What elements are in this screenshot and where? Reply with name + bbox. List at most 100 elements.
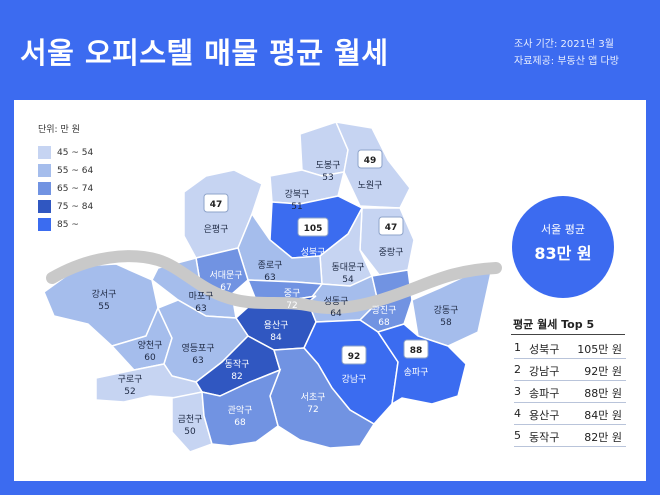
district-name-label: 중랑구 <box>379 246 404 258</box>
top5-district: 강남구 <box>529 365 560 378</box>
label-songpa: 송파구 <box>404 367 429 378</box>
callout-value: 49 <box>364 156 377 166</box>
unit-label: 단위: 만 원 <box>38 125 80 135</box>
district-name-label: 서초구 <box>301 392 326 403</box>
data-source: 자료제공: 부동산 앱 다방 <box>514 56 619 67</box>
legend-swatch <box>38 200 51 213</box>
district-value-label: 63 <box>264 273 275 283</box>
top5-divider <box>511 334 625 335</box>
seoul-average-label: 서울 평균 <box>541 223 585 236</box>
callout-songpa: 88 <box>403 339 429 359</box>
label-yongsan: 용산구 84 <box>264 320 289 343</box>
district-name-label: 강남구 <box>342 374 367 385</box>
top5-value: 82만 원 <box>584 431 622 444</box>
legend-label: 55 ~ 64 <box>57 165 94 176</box>
district-name-label: 광진구 <box>372 304 397 316</box>
callout-seongbuk: 105 <box>297 217 329 237</box>
callout-value: 105 <box>304 224 323 234</box>
district-value-label: 72 <box>286 301 297 311</box>
callout-box <box>203 193 229 213</box>
district-name-label: 강동구 <box>434 305 459 316</box>
district-name-label: 금천구 <box>178 414 203 425</box>
district-name-label: 양천구 <box>138 340 163 351</box>
district-value-label: 63 <box>192 356 203 366</box>
legend-item-55-64: 55 ~ 64 <box>38 164 93 177</box>
callout-value: 47 <box>210 200 223 210</box>
district-name-label: 노원구 <box>358 180 383 191</box>
district-name-label: 강북구 <box>285 189 310 200</box>
label-jongno: 종로구 63 <box>258 260 283 283</box>
label-dobong: 도봉구 53 <box>316 160 341 183</box>
district-name-label: 서대문구 <box>209 270 242 281</box>
callout-box <box>403 339 429 359</box>
top5-row: 3 송파구 88만 원 <box>514 382 626 403</box>
top5-title: 평균 월세 Top 5 <box>513 318 595 331</box>
district-value-label: 53 <box>322 173 333 183</box>
district-songpa <box>376 323 467 406</box>
legend-swatch <box>38 146 51 159</box>
district-name-label: 영등포구 <box>181 343 214 354</box>
top5-rank: 2 <box>514 363 521 376</box>
label-geumcheon: 금천구 50 <box>178 414 203 437</box>
district-value-label: 72 <box>307 405 318 415</box>
district-name-label: 성북구 <box>301 247 326 258</box>
district-value-label: 63 <box>195 304 206 314</box>
callout-value: 88 <box>410 346 423 356</box>
label-jung: 중구 72 <box>284 288 301 311</box>
district-value-label: 67 <box>220 283 231 293</box>
label-yeongdeungpo: 영등포구 63 <box>181 343 214 366</box>
district-name-label: 종로구 <box>258 260 283 271</box>
legend-item-65-74: 65 ~ 74 <box>38 182 93 195</box>
district-value-label: 68 <box>234 418 246 428</box>
top5-rank: 1 <box>514 341 521 354</box>
top5-district: 동작구 <box>529 431 560 444</box>
top5-value: 88만 원 <box>584 387 622 400</box>
legend-label: 75 ~ 84 <box>57 201 94 212</box>
district-value-label: 82 <box>231 372 242 382</box>
district-value-label: 58 <box>440 318 452 328</box>
label-gangseo: 강서구 55 <box>92 289 117 312</box>
callout-box <box>378 216 404 236</box>
legend-item-45-54: 45 ~ 54 <box>38 146 93 159</box>
legend-label: 45 ~ 54 <box>57 147 94 158</box>
callout-gangnam: 92 <box>341 345 367 365</box>
label-jungnang: 중랑구 <box>379 246 404 258</box>
label-seocho: 서초구 72 <box>301 392 326 415</box>
legend-item-75-84: 75 ~ 84 <box>38 200 93 213</box>
top5-value: 105만 원 <box>577 343 622 356</box>
district-value-label: 60 <box>144 353 156 363</box>
district-name-label: 동대문구 <box>331 262 364 273</box>
label-dongdaemun: 동대문구 54 <box>331 262 364 285</box>
top5-district: 용산구 <box>529 409 560 422</box>
top5-rank: 4 <box>514 407 521 420</box>
district-value-label: 64 <box>330 309 342 319</box>
top5-row: 4 용산구 84만 원 <box>514 404 626 425</box>
district-value-label: 54 <box>342 275 354 285</box>
top5-rank: 3 <box>514 385 521 398</box>
callout-box <box>297 217 329 237</box>
legend-swatch <box>38 182 51 195</box>
legend-swatch <box>38 218 51 231</box>
district-name-label: 중구 <box>284 288 301 299</box>
district-value-label: 84 <box>270 333 282 343</box>
district-name-label: 은평구 <box>204 224 229 235</box>
top5-value: 92만 원 <box>584 365 622 378</box>
legend-label: 85 ~ <box>57 219 79 230</box>
survey-meta: 조사 기간: 2021년 3월 자료제공: 부동산 앱 다방 <box>514 36 619 70</box>
district-value-label: 55 <box>98 302 109 312</box>
callout-jungnang: 47 <box>378 216 404 236</box>
district-name-label: 관악구 <box>228 404 253 416</box>
top5-district: 성북구 <box>529 343 560 356</box>
label-gangnam: 강남구 <box>342 374 367 385</box>
district-name-label: 용산구 <box>264 320 289 331</box>
seoul-average-value: 83만 원 <box>534 244 592 263</box>
district-name-label: 마포구 <box>189 291 214 302</box>
district-name-label: 도봉구 <box>316 160 341 171</box>
label-seongdong: 성동구 64 <box>324 296 349 319</box>
district-name-label: 구로구 <box>118 374 143 385</box>
label-seodaemun: 서대문구 67 <box>209 270 242 293</box>
callout-value: 92 <box>348 352 361 362</box>
label-mapo: 마포구 63 <box>189 291 214 314</box>
han-river <box>46 250 502 314</box>
callout-value: 47 <box>385 223 398 233</box>
